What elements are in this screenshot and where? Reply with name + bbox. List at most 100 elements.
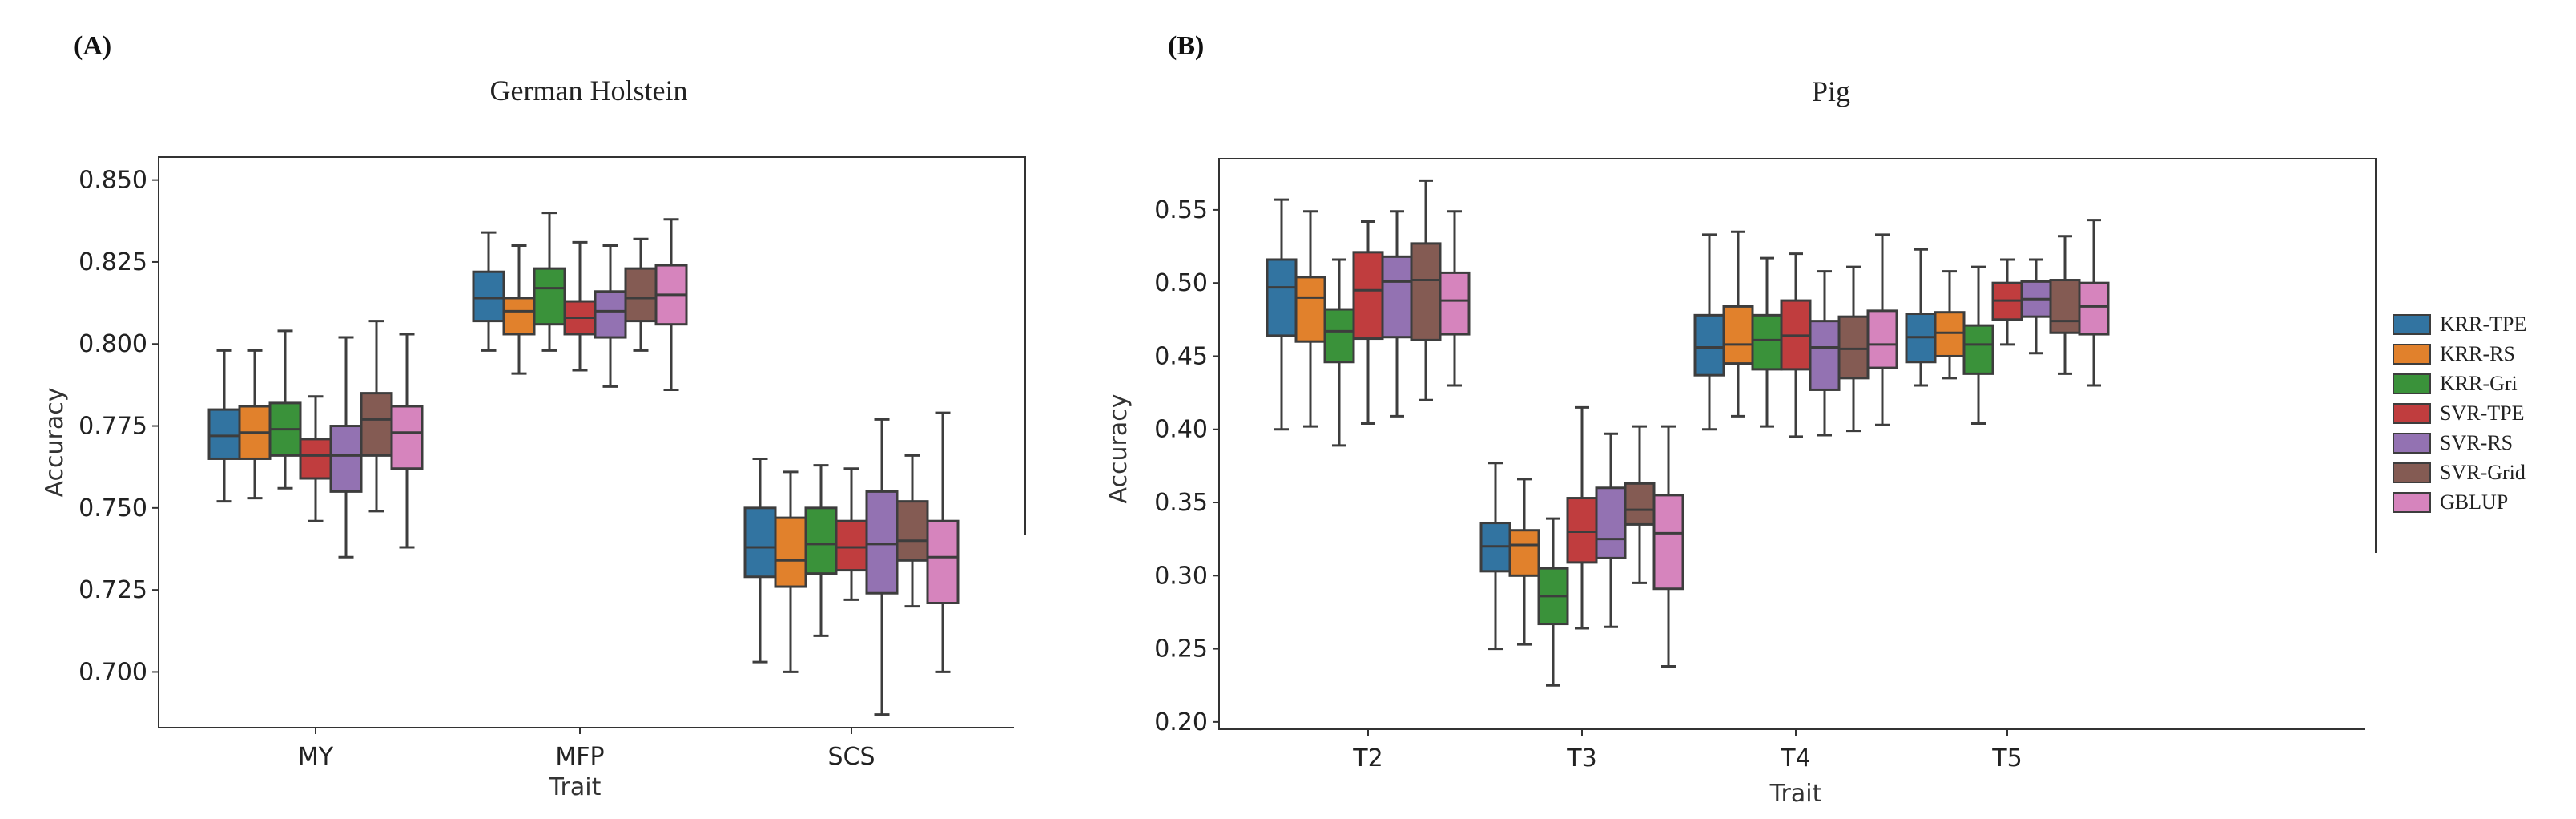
panel-b-x-label: Trait bbox=[1769, 780, 1822, 808]
box-iqr bbox=[1751, 313, 1783, 371]
y-tick-label: 0.35 bbox=[1154, 489, 1208, 517]
box-krr-gri-mfp bbox=[533, 212, 566, 352]
box-iqr bbox=[1722, 305, 1754, 365]
box-krr-rs-t5 bbox=[1934, 270, 1966, 380]
y-tick-label: 0.850 bbox=[78, 167, 147, 195]
box-svr-rs-t3 bbox=[1595, 432, 1627, 628]
y-tick-label: 0.45 bbox=[1154, 342, 1208, 370]
box-iqr bbox=[1294, 276, 1326, 343]
box-iqr bbox=[624, 267, 658, 323]
panel-a-x-axis: MY MFP SCS bbox=[298, 728, 875, 771]
legend-swatch bbox=[2393, 373, 2431, 394]
box-krr-gri-t5 bbox=[1962, 265, 1994, 425]
legend-swatch bbox=[2393, 462, 2431, 483]
box-krr-tpe-t2 bbox=[1266, 198, 1298, 431]
panel-b-x-axis: T2 T3 T4 T5 bbox=[1352, 729, 2023, 773]
box-krr-rs-scs bbox=[774, 470, 807, 673]
panel-a-boxes bbox=[207, 212, 960, 716]
panel-b: (B) Pig 0.20 0.25 0.30 0.35 0.40 0.45 0.50 0.55… bbox=[1105, 31, 2379, 808]
legend-swatch bbox=[2393, 344, 2431, 365]
legend-item-krr-gri: KRR-Gri bbox=[2393, 372, 2518, 395]
x-tick-label: T5 bbox=[1991, 744, 2022, 773]
box-iqr bbox=[743, 506, 777, 579]
panel-a: (A) German Holstein 0.700 0.725 0.750 0.775… bbox=[41, 31, 1027, 801]
box-iqr bbox=[926, 519, 960, 605]
legend-item-gblup: GBLUP bbox=[2393, 490, 2508, 514]
box-krr-gri-scs bbox=[804, 464, 838, 637]
y-tick-label: 0.50 bbox=[1154, 269, 1208, 297]
box-iqr bbox=[533, 267, 566, 326]
box-gblup-my bbox=[390, 333, 424, 549]
legend-item-krr-rs: KRR-RS bbox=[2393, 342, 2515, 365]
box-iqr bbox=[1508, 529, 1540, 577]
box-iqr bbox=[1624, 482, 1656, 526]
box-svr-grid-t4 bbox=[1837, 265, 1870, 433]
legend-label: SVR-TPE bbox=[2440, 401, 2524, 425]
box-iqr bbox=[1439, 271, 1471, 336]
panel-a-x-label: Trait bbox=[549, 773, 602, 801]
box-krr-tpe-scs bbox=[743, 457, 777, 664]
box-iqr bbox=[1266, 258, 1298, 337]
box-svr-rs-mfp bbox=[594, 244, 627, 388]
legend-item-svr-tpe: SVR-TPE bbox=[2393, 401, 2524, 425]
box-krr-gri-t4 bbox=[1751, 256, 1783, 428]
box-krr-rs-my bbox=[238, 349, 272, 500]
box-iqr bbox=[594, 290, 627, 339]
box-iqr bbox=[1962, 324, 1994, 375]
legend-label: KRR-RS bbox=[2440, 342, 2515, 365]
legend-label: KRR-TPE bbox=[2440, 313, 2526, 336]
y-tick-label: 0.55 bbox=[1154, 196, 1208, 224]
panel-a-y-label: Accuracy bbox=[41, 388, 69, 498]
box-iqr bbox=[360, 392, 393, 457]
box-svr-grid-mfp bbox=[624, 237, 658, 352]
y-tick-label: 0.25 bbox=[1154, 635, 1208, 664]
box-iqr bbox=[472, 270, 505, 323]
legend: KRR-TPE KRR-RS KRR-Gri SVR-TPE SVR-RS SVR-Gri… bbox=[2385, 300, 2576, 522]
y-tick-label: 0.700 bbox=[78, 658, 147, 686]
legend-swatch bbox=[2393, 433, 2431, 454]
box-svr-tpe-my bbox=[299, 395, 332, 522]
box-svr-grid-t2 bbox=[1410, 179, 1442, 401]
legend-swatch bbox=[2393, 314, 2431, 335]
box-krr-gri-my bbox=[268, 329, 302, 490]
box-iqr bbox=[2078, 281, 2110, 336]
box-iqr bbox=[896, 500, 929, 562]
box-iqr bbox=[1866, 309, 1898, 369]
box-gblup-t4 bbox=[1866, 233, 1898, 426]
box-iqr bbox=[207, 408, 241, 460]
box-svr-grid-my bbox=[360, 320, 393, 513]
box-svr-grid-t5 bbox=[2049, 235, 2081, 375]
y-tick-label: 0.825 bbox=[78, 248, 147, 276]
legend-item-svr-grid: SVR-Grid bbox=[2393, 461, 2526, 484]
legend-swatch bbox=[2393, 403, 2431, 424]
legend-label: GBLUP bbox=[2440, 490, 2508, 514]
box-svr-tpe-scs bbox=[835, 467, 868, 601]
box-svr-tpe-t3 bbox=[1566, 405, 1598, 630]
box-gblup-scs bbox=[926, 411, 960, 673]
box-krr-tpe-my bbox=[207, 349, 241, 503]
box-iqr bbox=[299, 438, 332, 480]
box-svr-rs-t5 bbox=[2020, 258, 2052, 355]
y-tick-label: 0.40 bbox=[1154, 416, 1208, 444]
y-tick-label: 0.30 bbox=[1154, 562, 1208, 590]
box-svr-grid-t3 bbox=[1624, 425, 1656, 584]
box-krr-rs-t3 bbox=[1508, 478, 1540, 646]
panel-b-label: (B) bbox=[1168, 31, 1204, 61]
box-krr-rs-t2 bbox=[1294, 210, 1326, 428]
panel-a-y-axis: 0.700 0.725 0.750 0.775 0.800 0.825 0.850 bbox=[78, 167, 159, 686]
y-tick-label: 0.775 bbox=[78, 413, 147, 441]
panel-b-title: Pig bbox=[1812, 75, 1850, 107]
box-iqr bbox=[1652, 494, 1684, 591]
box-krr-tpe-mfp bbox=[472, 231, 505, 352]
box-svr-rs-my bbox=[329, 336, 363, 559]
box-iqr bbox=[774, 516, 807, 588]
x-tick-label: MY bbox=[298, 743, 334, 771]
panel-b-plot-frame bbox=[1218, 158, 2377, 730]
box-svr-rs-t4 bbox=[1809, 270, 1841, 437]
box-krr-gri-t3 bbox=[1537, 517, 1569, 687]
legend-item-krr-tpe: KRR-TPE bbox=[2393, 313, 2526, 336]
box-krr-rs-t4 bbox=[1722, 230, 1754, 418]
panel-a-frame-gap bbox=[1014, 535, 1027, 729]
box-gblup-t3 bbox=[1652, 425, 1684, 668]
box-svr-grid-scs bbox=[896, 454, 929, 608]
